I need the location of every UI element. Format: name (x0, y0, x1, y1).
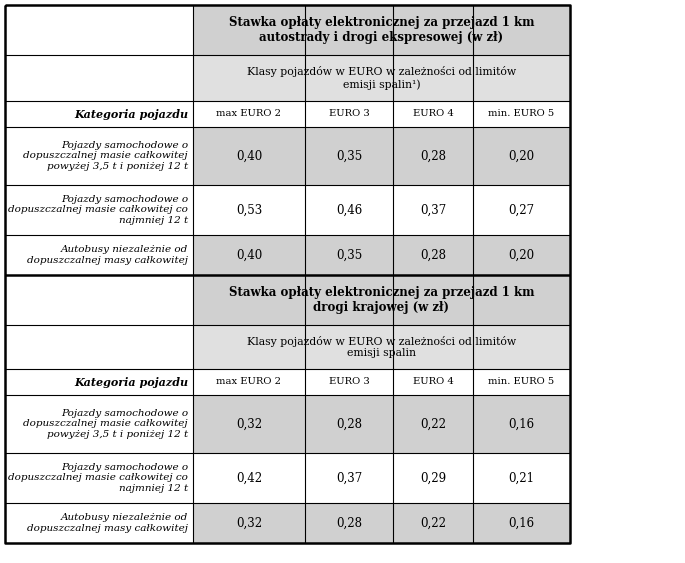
Bar (5, 5, 193, 55)
Bar (193, 275, 570, 325)
Text: 0,53: 0,53 (236, 203, 262, 217)
Text: Stawka opłaty elektronicznej za przejazd 1 km
drogi krajowej (w zł): Stawka opłaty elektronicznej za przejazd… (229, 286, 534, 314)
Text: min. EURO 5: min. EURO 5 (488, 109, 555, 118)
Text: Stawka opłaty elektronicznej za przejazd 1 km
autostrady i drogi ekspresowej (w : Stawka opłaty elektronicznej za przejazd… (229, 16, 534, 44)
Bar (193, 55, 570, 101)
Text: 0,37: 0,37 (420, 203, 446, 217)
Text: 0,40: 0,40 (236, 248, 262, 261)
Text: Pojazdy samochodowe o
dopuszczalnej masie całkowitej
powyżej 3,5 t i poniżej 12 : Pojazdy samochodowe o dopuszczalnej masi… (23, 141, 188, 171)
Bar (5, 127, 193, 185)
Text: Klasy pojazdów w EURO w zależności od limitów
emisji spalin¹): Klasy pojazdów w EURO w zależności od li… (247, 66, 516, 90)
Text: Pojazdy samochodowe o
dopuszczalnej masie całkowitej co
najmniej 12 t: Pojazdy samochodowe o dopuszczalnej masi… (8, 463, 188, 493)
Bar (193, 5, 570, 55)
Text: 0,16: 0,16 (508, 516, 534, 529)
Bar (5, 453, 193, 503)
Text: Autobusy niezależnie od
dopuszczalnej masy całkowitej: Autobusy niezależnie od dopuszczalnej ma… (27, 245, 188, 265)
Text: 0,20: 0,20 (508, 248, 534, 261)
Bar (5, 503, 193, 543)
Text: 0,16: 0,16 (508, 418, 534, 431)
Text: 0,32: 0,32 (236, 516, 262, 529)
Text: 0,42: 0,42 (236, 471, 262, 485)
Text: 0,29: 0,29 (420, 471, 446, 485)
Text: EURO 4: EURO 4 (412, 109, 453, 118)
Text: 0,28: 0,28 (336, 516, 362, 529)
Text: EURO 3: EURO 3 (329, 109, 369, 118)
Bar (193, 127, 570, 185)
Bar (193, 395, 570, 453)
Text: 0,35: 0,35 (336, 150, 362, 163)
Text: Pojazdy samochodowe o
dopuszczalnej masie całkowitej
powyżej 3,5 t i poniżej 12 : Pojazdy samochodowe o dopuszczalnej masi… (23, 409, 188, 439)
Bar (5, 101, 570, 127)
Text: Kategoria pojazdu: Kategoria pojazdu (74, 377, 188, 387)
Text: 0,28: 0,28 (420, 248, 446, 261)
Text: 0,32: 0,32 (236, 418, 262, 431)
Bar (193, 453, 570, 503)
Text: 0,20: 0,20 (508, 150, 534, 163)
Text: 0,35: 0,35 (336, 248, 362, 261)
Text: 0,37: 0,37 (336, 471, 362, 485)
Text: 0,40: 0,40 (236, 150, 262, 163)
Text: 0,46: 0,46 (336, 203, 362, 217)
Text: 0,22: 0,22 (420, 418, 446, 431)
Text: 0,21: 0,21 (508, 471, 534, 485)
Text: Klasy pojazdów w EURO w zależności od limitów
emisji spalin: Klasy pojazdów w EURO w zależności od li… (247, 336, 516, 358)
Text: EURO 3: EURO 3 (329, 378, 369, 387)
Bar (5, 275, 193, 325)
Bar (193, 503, 570, 543)
Text: Pojazdy samochodowe o
dopuszczalnej masie całkowitej co
najmniej 12 t: Pojazdy samochodowe o dopuszczalnej masi… (8, 195, 188, 225)
Text: 0,28: 0,28 (336, 418, 362, 431)
Text: 0,27: 0,27 (508, 203, 534, 217)
Bar (5, 185, 193, 235)
Bar (193, 185, 570, 235)
Text: max EURO 2: max EURO 2 (216, 378, 282, 387)
Bar (5, 325, 193, 369)
Text: Autobusy niezależnie od
dopuszczalnej masy całkowitej: Autobusy niezależnie od dopuszczalnej ma… (27, 513, 188, 533)
Text: max EURO 2: max EURO 2 (216, 109, 282, 118)
Bar (5, 395, 193, 453)
Bar (5, 235, 193, 275)
Bar (193, 325, 570, 369)
Text: EURO 4: EURO 4 (412, 378, 453, 387)
Text: Kategoria pojazdu: Kategoria pojazdu (74, 109, 188, 119)
Text: 0,22: 0,22 (420, 516, 446, 529)
Text: min. EURO 5: min. EURO 5 (488, 378, 555, 387)
Bar (5, 55, 193, 101)
Bar (5, 369, 570, 395)
Text: 0,28: 0,28 (420, 150, 446, 163)
Bar (193, 235, 570, 275)
